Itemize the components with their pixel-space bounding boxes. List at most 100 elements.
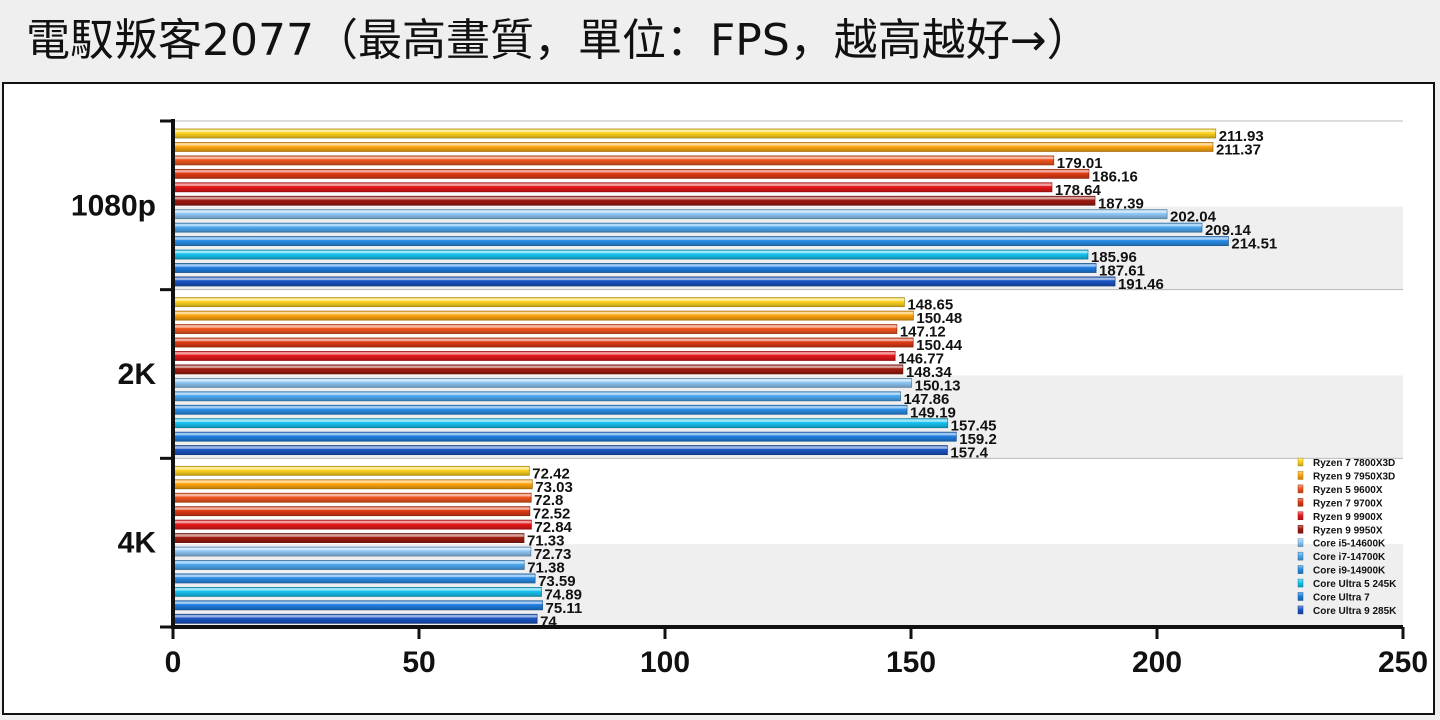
legend-item: Ryzen 7 9700X — [1313, 498, 1383, 509]
data-label: 150.48 — [916, 310, 962, 327]
data-label: 178.64 — [1055, 182, 1102, 199]
legend-swatch — [1297, 484, 1304, 494]
bar-highlight — [173, 561, 525, 564]
data-label: 72.52 — [533, 506, 571, 523]
bar-highlight — [173, 480, 533, 483]
data-label: 73.03 — [535, 479, 573, 496]
legend-swatch — [1297, 525, 1304, 534]
bar-highlight — [173, 312, 914, 315]
bar-highlight — [173, 521, 532, 524]
category-label: 1080p — [71, 189, 156, 222]
legend-item: Core i7-14700K — [1313, 552, 1386, 563]
legend-item: Core Ultra 5 245K — [1313, 579, 1397, 590]
bar-highlight — [173, 339, 914, 342]
bar-highlight — [173, 365, 903, 369]
bar-highlight — [173, 130, 1216, 133]
legend-swatch — [1297, 538, 1304, 547]
bar-highlight — [173, 433, 957, 436]
bar-highlight — [173, 224, 1202, 227]
bar-highlight — [173, 210, 1168, 213]
legend-swatch — [1297, 605, 1304, 615]
bar-highlight — [173, 601, 543, 605]
bar-highlight — [173, 507, 530, 510]
data-label: 214.51 — [1231, 236, 1277, 253]
legend-swatch — [1297, 498, 1304, 507]
legend-item: Core i5-14600K — [1313, 539, 1386, 550]
bar-highlight — [173, 264, 1097, 267]
legend-item: Ryzen 9 7950X3D — [1313, 471, 1395, 482]
legend-item: Ryzen 5 9600X — [1313, 485, 1383, 496]
bar-highlight — [173, 419, 948, 422]
data-label: 191.46 — [1118, 276, 1164, 293]
bar-highlight — [173, 251, 1088, 254]
legend-swatch — [1297, 578, 1304, 588]
bar-highlight — [173, 534, 524, 537]
data-label: 187.39 — [1098, 195, 1144, 212]
bar-highlight — [173, 588, 542, 591]
bar-highlight — [173, 446, 948, 449]
legend-swatch — [1297, 457, 1304, 467]
data-label: 211.93 — [1219, 128, 1264, 145]
category-label: 4K — [118, 527, 157, 560]
data-label: 72.73 — [534, 546, 572, 563]
data-label: 202.04 — [1170, 209, 1217, 226]
bar-highlight — [173, 298, 905, 301]
data-label: 211.37 — [1216, 141, 1261, 158]
bar-highlight — [173, 156, 1054, 160]
bar-highlight — [173, 237, 1229, 240]
legend-item: Core Ultra 7 — [1313, 593, 1370, 604]
bar-highlight — [173, 406, 908, 409]
data-label: 157.4 — [950, 445, 988, 462]
x-tick-label: 200 — [1132, 646, 1182, 679]
bar-highlight — [173, 170, 1089, 173]
bar-highlight — [173, 277, 1115, 281]
bar-highlight — [173, 352, 896, 355]
legend-swatch — [1297, 565, 1304, 574]
legend-swatch — [1297, 551, 1304, 561]
x-tick-label: 150 — [886, 646, 936, 679]
bar-highlight — [173, 379, 912, 382]
group-band — [175, 544, 1403, 627]
data-label: 179.01 — [1057, 155, 1103, 172]
data-label: 147.12 — [900, 324, 946, 341]
bar-highlight — [173, 197, 1095, 200]
data-label: 72.84 — [534, 519, 572, 536]
data-label: 148.34 — [906, 364, 953, 381]
legend-item: Ryzen 9 9950X — [1313, 525, 1383, 536]
data-label: 72.42 — [532, 465, 570, 482]
data-label: 159.2 — [959, 431, 997, 448]
legend-item: Ryzen 9 9900X — [1313, 512, 1383, 523]
legend-item: Ryzen 7 7800X3D — [1313, 458, 1395, 469]
group-band — [175, 375, 1403, 459]
data-label: 71.33 — [527, 533, 565, 550]
bar-highlight — [173, 392, 901, 396]
data-label: 75.11 — [546, 600, 583, 617]
bar-highlight — [173, 494, 532, 497]
bar-highlight — [173, 183, 1052, 186]
legend-item: Core i9-14900K — [1313, 566, 1386, 577]
bar-highlight — [173, 325, 897, 328]
data-label: 147.86 — [903, 391, 949, 408]
bar-highlight — [173, 467, 530, 470]
data-label: 157.45 — [951, 418, 997, 435]
x-tick-label: 250 — [1378, 646, 1428, 679]
data-label: 148.65 — [907, 297, 953, 314]
data-label: 186.16 — [1092, 168, 1138, 185]
title-bar: 電馭叛客2077（最高畫質，單位：FPS，越高越好→） — [0, 0, 1440, 80]
group-band — [175, 206, 1403, 290]
data-label: 150.44 — [916, 337, 963, 354]
x-tick-label: 0 — [165, 646, 182, 679]
data-label: 185.96 — [1091, 249, 1137, 266]
category-label: 2K — [118, 358, 157, 391]
data-label: 150.13 — [915, 377, 961, 394]
x-tick-label: 50 — [402, 646, 435, 679]
bar-highlight — [173, 574, 536, 578]
data-label: 146.77 — [898, 350, 944, 367]
legend-swatch — [1297, 511, 1304, 521]
data-label: 209.14 — [1205, 222, 1252, 239]
bar-highlight — [173, 143, 1213, 146]
data-label: 187.61 — [1099, 263, 1145, 280]
chart-title: 電馭叛客2077（最高畫質，單位：FPS，越高越好→） — [26, 15, 1091, 66]
legend-swatch — [1297, 471, 1304, 480]
